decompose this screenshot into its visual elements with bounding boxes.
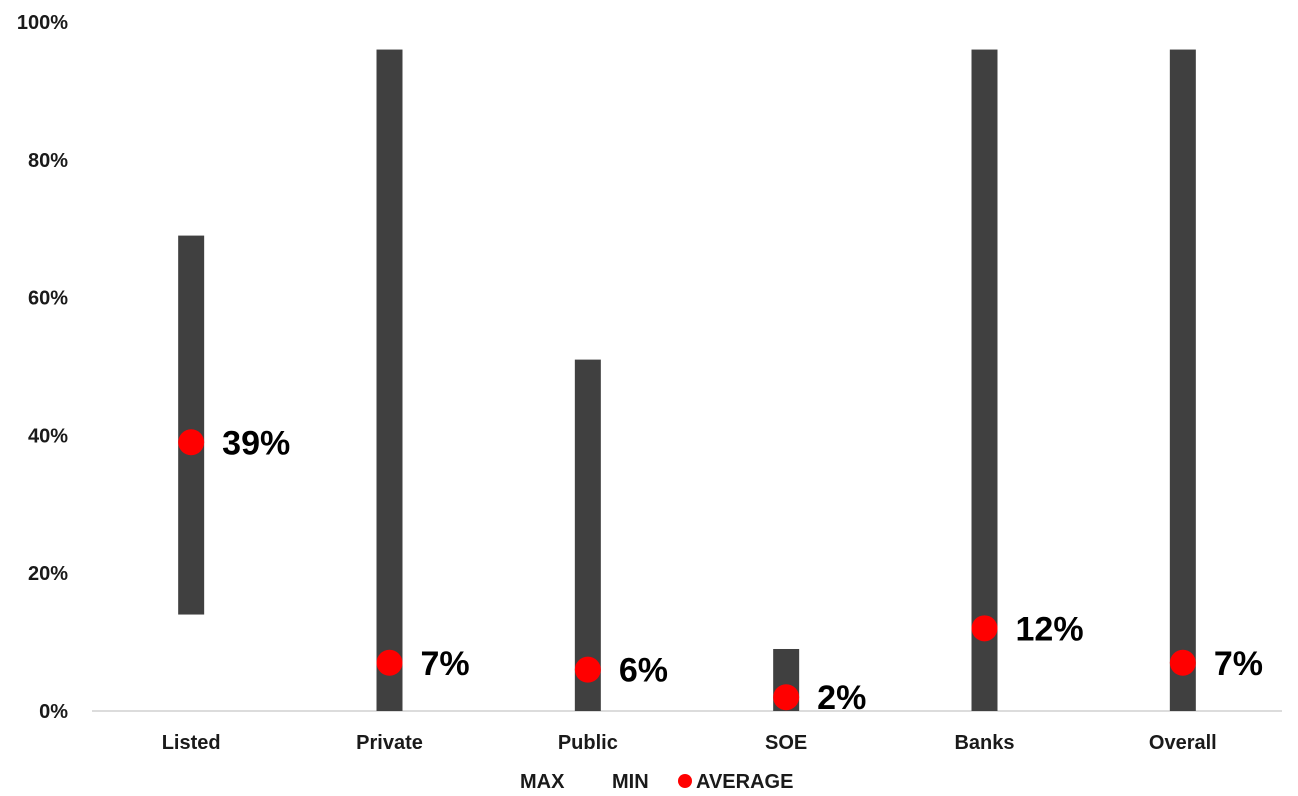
y-tick-label: 40% [28, 425, 68, 447]
y-tick-label: 60% [28, 288, 68, 310]
range-bars [178, 49, 1196, 712]
range-bar [1169, 49, 1196, 712]
y-tick-label: 80% [28, 150, 68, 172]
range-bar [574, 359, 601, 711]
average-marker [178, 429, 205, 456]
legend-min-label: MIN [612, 771, 649, 793]
x-category-label: SOE [765, 732, 807, 754]
average-data-labels: 39% 7% 6% 2% 12% 7% [222, 424, 1263, 717]
average-markers [178, 429, 1196, 711]
average-data-label: 2% [817, 679, 866, 717]
range-bar [178, 235, 205, 615]
y-tick-label: 100% [17, 12, 68, 34]
y-tick-label: 0% [39, 701, 68, 723]
x-axis-categories: Listed Private Public SOE Banks Overall [162, 732, 1217, 754]
average-data-label: 7% [421, 645, 470, 683]
average-marker [773, 684, 800, 711]
y-tick-label: 20% [28, 563, 68, 585]
x-category-label: Overall [1149, 732, 1217, 754]
range-bar [971, 49, 998, 712]
y-axis: 0% 20% 40% 60% 80% 100% [17, 12, 68, 723]
average-marker [1169, 649, 1196, 676]
legend-average-marker [678, 774, 692, 788]
range-bar [376, 49, 403, 712]
average-marker [574, 656, 601, 683]
average-data-label: 6% [619, 652, 668, 690]
legend-max-label: MAX [520, 771, 565, 793]
average-marker [376, 649, 403, 676]
legend: MAX MIN AVERAGE [520, 771, 793, 793]
x-category-label: Private [356, 732, 423, 754]
average-data-label: 12% [1016, 610, 1084, 648]
average-data-label: 7% [1214, 645, 1263, 683]
legend-average-label: AVERAGE [696, 771, 793, 793]
average-data-label: 39% [222, 424, 290, 462]
average-marker [971, 615, 998, 642]
x-category-label: Listed [162, 732, 221, 754]
x-category-label: Public [558, 732, 618, 754]
x-category-label: Banks [954, 732, 1014, 754]
